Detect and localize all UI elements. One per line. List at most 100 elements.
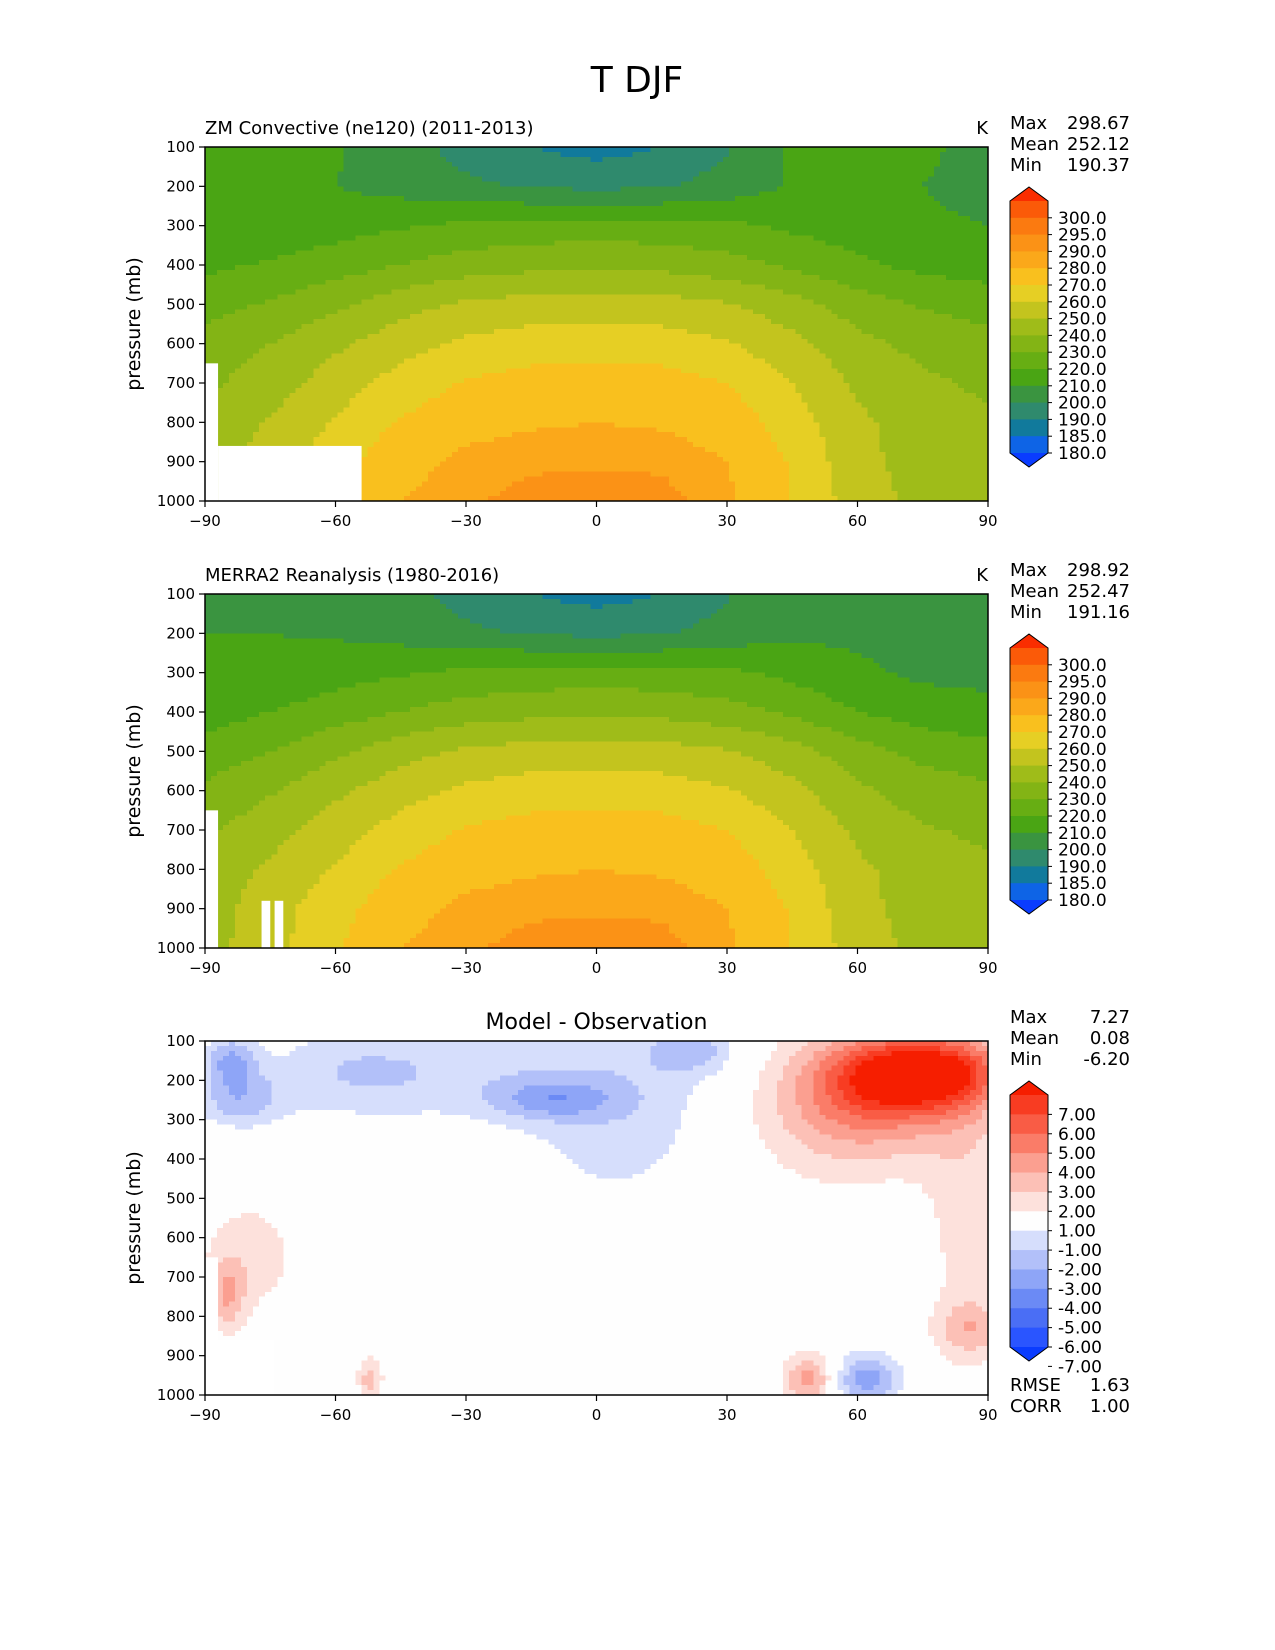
contour-cell xyxy=(957,220,965,227)
contour-cell xyxy=(494,225,501,232)
contour-cell xyxy=(915,260,923,266)
contour-cell xyxy=(807,279,814,286)
contour-cell xyxy=(494,260,501,266)
contour-cell xyxy=(421,319,429,325)
contour-cell xyxy=(692,269,700,276)
contour-cell xyxy=(385,333,393,340)
contour-cell xyxy=(704,201,712,207)
contour-cell xyxy=(620,309,628,315)
contour-cell xyxy=(289,230,296,237)
contour-cell xyxy=(879,284,887,291)
contour-cell xyxy=(482,294,489,301)
contour-cell xyxy=(632,294,640,301)
contour-cell xyxy=(921,319,929,325)
contour-cell xyxy=(608,250,616,256)
contour-cell xyxy=(686,181,694,187)
contour-cell xyxy=(283,245,290,251)
contour-cell xyxy=(608,151,616,158)
contour-cell xyxy=(963,206,971,212)
contour-cell xyxy=(692,171,700,178)
contour-cell xyxy=(951,151,959,158)
contour-cell xyxy=(343,220,351,227)
contour-cell xyxy=(241,274,248,281)
contour-cell xyxy=(379,289,387,296)
contour-cell xyxy=(945,161,953,168)
contour-cell xyxy=(331,279,339,286)
contour-cell xyxy=(843,269,851,276)
contour-cell xyxy=(349,333,357,340)
contour-cell xyxy=(843,304,851,310)
contour-cell xyxy=(277,181,284,187)
contour-cell xyxy=(704,161,712,168)
contour-cell xyxy=(223,333,230,340)
contour-cell xyxy=(482,176,489,183)
contour-cell xyxy=(680,235,688,242)
contour-cell xyxy=(596,206,604,212)
contour-cell xyxy=(644,269,652,276)
contour-cell xyxy=(325,240,333,246)
contour-cell xyxy=(939,230,947,237)
contour-cell xyxy=(494,269,501,276)
contour-cell xyxy=(783,269,790,276)
contour-cell xyxy=(337,250,345,256)
contour-cell xyxy=(367,250,375,256)
contour-cell xyxy=(530,255,537,261)
contour-cell xyxy=(735,260,742,266)
contour-cell xyxy=(813,201,820,207)
contour-cell xyxy=(861,201,869,207)
contour-cell xyxy=(855,201,863,207)
contour-cell xyxy=(518,328,525,335)
contour-cell xyxy=(259,186,266,192)
contour-cell xyxy=(578,269,586,276)
contour-cell xyxy=(560,274,567,281)
contour-cell xyxy=(349,279,357,286)
contour-cell xyxy=(223,220,230,227)
contour-cell xyxy=(253,191,260,197)
contour-cell xyxy=(590,240,598,246)
contour-cell xyxy=(530,265,537,271)
contour-cell xyxy=(849,225,857,232)
contour-cell xyxy=(759,294,766,301)
contour-cell xyxy=(722,284,730,291)
contour-cell xyxy=(470,166,477,173)
contour-cell xyxy=(729,235,736,242)
contour-cell xyxy=(747,269,754,276)
contour-cell xyxy=(753,328,760,335)
contour-cell xyxy=(590,156,598,163)
contour-cell xyxy=(542,215,549,222)
contour-cell xyxy=(584,230,592,237)
contour-cell xyxy=(783,328,790,335)
contour-cell xyxy=(867,196,875,202)
contour-cell xyxy=(488,161,495,168)
contour-cell xyxy=(247,265,254,271)
contour-cell xyxy=(572,171,580,178)
contour-cell xyxy=(885,319,893,325)
contour-cell xyxy=(729,230,736,237)
contour-cell xyxy=(307,191,315,197)
contour-cell xyxy=(747,206,754,212)
contour-cell xyxy=(518,171,525,178)
contour-cell xyxy=(867,309,875,315)
contour-cell xyxy=(500,304,507,310)
contour-cell xyxy=(427,299,435,305)
contour-cell xyxy=(596,284,604,291)
contour-cell xyxy=(421,240,429,246)
contour-cell xyxy=(301,230,308,237)
contour-cell xyxy=(337,309,345,315)
contour-cell xyxy=(439,314,447,320)
contour-cell xyxy=(445,210,453,217)
contour-cell xyxy=(307,161,315,168)
contour-cell xyxy=(445,294,453,301)
contour-cell xyxy=(457,328,465,335)
contour-cell xyxy=(560,240,567,246)
contour-cell xyxy=(891,294,899,301)
contour-cell xyxy=(343,206,351,212)
contour-cell xyxy=(463,156,471,163)
contour-cell xyxy=(873,299,881,305)
contour-cell xyxy=(704,265,712,271)
contour-cell xyxy=(807,304,814,310)
contour-cell xyxy=(873,309,881,315)
contour-cell xyxy=(451,161,459,168)
contour-cell xyxy=(939,215,947,222)
contour-cell xyxy=(668,284,676,291)
